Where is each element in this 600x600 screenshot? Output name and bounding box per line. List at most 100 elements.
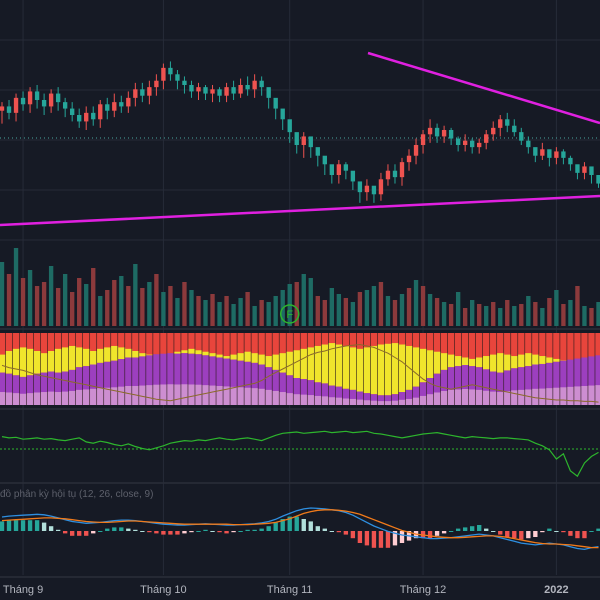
volume-bar <box>434 298 440 326</box>
band-purple <box>538 363 547 405</box>
candle-body <box>13 97 19 113</box>
band-yellow <box>117 347 126 360</box>
band-purple <box>124 357 133 405</box>
macd-histogram-bar <box>6 520 12 531</box>
band-purple <box>173 353 182 405</box>
candle-body <box>119 102 124 107</box>
macd-histogram-bar <box>533 531 538 537</box>
band-purple <box>131 357 140 405</box>
band-purple <box>145 355 154 405</box>
macd-histogram-bar <box>448 531 454 532</box>
volume-bar <box>161 292 166 326</box>
band-purple <box>489 371 498 405</box>
band-yellow <box>307 347 315 381</box>
candle-body <box>48 93 54 107</box>
band-pink <box>531 388 540 405</box>
candle-body <box>392 170 398 178</box>
macd-histogram-bar <box>350 531 356 539</box>
band-purple <box>300 379 308 405</box>
band-yellow <box>419 348 427 383</box>
candle-body <box>455 138 461 145</box>
band-pink <box>503 391 512 405</box>
volume-bar <box>343 298 349 326</box>
candle-body <box>329 164 334 175</box>
band-pink <box>40 392 49 405</box>
candle-body <box>126 97 131 107</box>
band-yellow <box>237 353 245 361</box>
band-pink <box>166 384 175 405</box>
candle-body <box>266 87 271 98</box>
band-pink <box>342 398 350 405</box>
macd-histogram-bar <box>20 520 26 531</box>
band-pink <box>398 399 406 405</box>
candle-body <box>147 87 152 96</box>
candle-body <box>77 115 82 122</box>
candle-body <box>308 136 313 148</box>
macd-histogram-bar <box>119 527 124 531</box>
candle-body <box>273 97 278 109</box>
price-pane[interactable] <box>0 61 600 203</box>
band-purple <box>0 372 6 405</box>
volume-bar <box>273 296 278 326</box>
band-purple <box>524 366 533 405</box>
band-yellow <box>110 345 119 361</box>
volume-bar <box>378 282 384 326</box>
volume-bar <box>140 288 145 326</box>
candle-body <box>512 125 517 133</box>
macd-histogram-bar <box>273 522 278 531</box>
band-purple <box>89 364 98 405</box>
band-yellow <box>180 350 189 354</box>
macd-histogram-bar <box>484 528 489 531</box>
candle-body <box>133 89 138 98</box>
band-purple <box>166 353 175 405</box>
candle-body <box>161 67 166 81</box>
band-pink <box>545 388 554 405</box>
band-pink <box>145 385 154 405</box>
band-purple <box>349 389 357 405</box>
volume-bar <box>34 286 40 326</box>
band-yellow <box>258 354 266 365</box>
macd-histogram-bar <box>259 528 264 531</box>
band-purple <box>40 372 49 405</box>
volume-bar <box>98 296 103 326</box>
band-purple <box>566 359 575 405</box>
x-axis[interactable]: Tháng 9 Tháng 10 Tháng 11 Tháng 12 2022 <box>3 584 569 596</box>
macd-histogram-bar <box>357 531 363 543</box>
volume-bar <box>301 274 306 326</box>
band-pink <box>433 392 441 405</box>
macd-histogram-bar <box>217 531 222 533</box>
candle-body <box>41 100 47 107</box>
band-purple <box>110 360 119 405</box>
macd-pane[interactable]: đồ phân kỳ hội tụ (12, 26, close, 9) <box>0 488 600 551</box>
band-pink <box>138 385 147 405</box>
band-indicator-pane[interactable] <box>0 333 600 405</box>
macd-histogram-bar <box>280 519 285 531</box>
macd-histogram-bar <box>140 531 145 532</box>
band-purple <box>244 361 252 405</box>
band-yellow <box>202 351 210 356</box>
candle-body <box>182 80 187 85</box>
volume-bar <box>420 286 426 326</box>
band-purple <box>314 382 322 405</box>
band-yellow <box>328 343 336 386</box>
trendlines[interactable] <box>0 51 600 227</box>
band-pink <box>131 385 140 405</box>
band-yellow <box>89 351 98 365</box>
band-purple <box>503 370 512 405</box>
band-purple <box>265 367 273 405</box>
band-purple <box>117 359 126 405</box>
band-purple <box>19 376 27 405</box>
band-purple <box>377 395 385 405</box>
macd-histogram-bar <box>98 531 103 532</box>
volume-bar <box>133 264 138 326</box>
band-purple <box>12 375 20 405</box>
band-yellow <box>412 347 420 387</box>
band-pink <box>286 393 294 405</box>
oscillator-pane[interactable] <box>0 430 600 478</box>
volume-pane[interactable]: F <box>0 248 600 326</box>
band-pink <box>335 397 343 405</box>
pane-dividers[interactable] <box>0 328 600 578</box>
macd-histogram-bar <box>245 529 250 531</box>
band-pink <box>377 401 385 405</box>
